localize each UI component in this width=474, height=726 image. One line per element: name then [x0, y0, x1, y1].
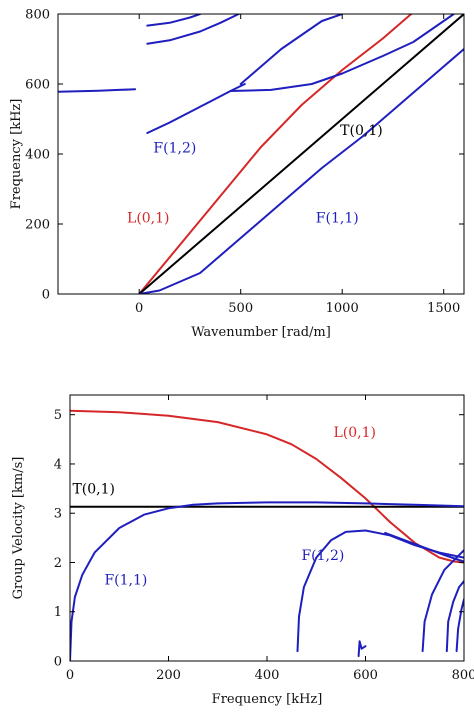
- series-line-branch-5: [421, 549, 464, 653]
- series-line-branch-8: [239, 14, 344, 85]
- x-tick-label: 200: [156, 668, 181, 683]
- y-tick-label: 4: [54, 457, 62, 472]
- x-axis-label: Wavenumber [rad/m]: [191, 325, 331, 340]
- plot-frame: [57, 13, 465, 295]
- y-tick-label: 400: [25, 148, 50, 163]
- series-line-f-1-1: [70, 501, 464, 661]
- x-tick-label: 1500: [427, 301, 460, 316]
- series-line-l-0-1: [138, 14, 413, 294]
- chart-1: 0 500 1000 1500 0 200 400 600 800 Wavenumber [rad…: [9, 8, 465, 340]
- y-tick-label: 0: [54, 655, 62, 670]
- x-tick-label: 0: [66, 668, 74, 683]
- curve-label: F(1,2): [153, 140, 196, 156]
- curve-label: T(0,1): [340, 123, 383, 139]
- series-line-branch-4: [58, 88, 137, 93]
- series-group: [70, 409, 464, 661]
- x-tick-label: 0: [135, 301, 143, 316]
- y-tick-label: 2: [54, 556, 62, 571]
- curve-label: F(1,1): [316, 210, 359, 226]
- x-tick-label: 800: [452, 668, 474, 683]
- series-line-branch-6: [146, 14, 240, 45]
- series-line-branch-7: [455, 598, 464, 653]
- y-tick-label: 0: [42, 288, 50, 303]
- series-line-branch-6: [445, 580, 464, 653]
- y-tick-label: 1: [54, 605, 62, 620]
- series-line-f-1-1: [138, 48, 464, 294]
- series-line-branch-7: [146, 14, 202, 27]
- series-line-branch-8: [384, 531, 464, 563]
- series-line-branch-4: [357, 640, 367, 658]
- series-line-l-0-1: [70, 409, 464, 564]
- y-tick-label: 600: [25, 78, 50, 93]
- y-axis-label: Group Velocity [km/s]: [11, 457, 26, 600]
- y-tick-label: 200: [25, 218, 50, 233]
- curve-label: F(1,2): [301, 548, 344, 564]
- x-tick-label: 600: [353, 668, 378, 683]
- y-tick-label: 5: [54, 408, 62, 423]
- series-line-branch-5: [229, 14, 455, 92]
- chart-2: 0 200 400 600 800 0 1 2 3 4 5 Frequency [kHz] Group …: [11, 394, 474, 707]
- curve-label: T(0,1): [72, 482, 115, 498]
- curve-label: F(1,1): [104, 573, 147, 589]
- y-tick-label: 800: [25, 8, 50, 23]
- x-axis-label: Frequency [kHz]: [212, 692, 323, 707]
- curve-label: L(0,1): [333, 425, 376, 441]
- series-line-f-1-2: [146, 83, 246, 134]
- y-axis-label: Frequency [kHz]: [9, 99, 24, 210]
- y-tick-label: 3: [54, 507, 62, 522]
- x-tick-label: 400: [255, 668, 280, 683]
- series-group: [58, 14, 464, 294]
- x-tick-label: 1000: [326, 301, 359, 316]
- x-tick-label: 500: [228, 301, 253, 316]
- curve-label: L(0,1): [127, 210, 169, 226]
- series-line-t-0-1: [138, 14, 464, 294]
